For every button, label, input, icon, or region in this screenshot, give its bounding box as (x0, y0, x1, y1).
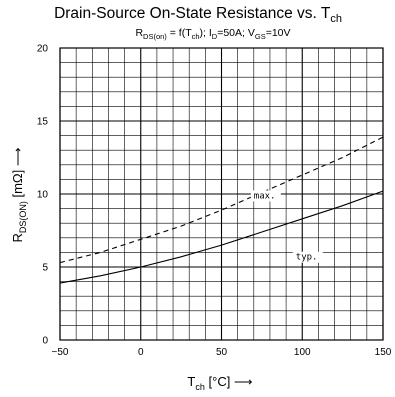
annotation-label: typ. (296, 253, 318, 263)
chart-title: Drain-Source On-State Resistance vs. Tch (54, 5, 342, 25)
series-line-max (59, 136, 384, 264)
x-tick-label: 100 (294, 347, 311, 358)
x-tick-label: 50 (216, 347, 228, 358)
y-axis-label: RDS(ON) [mΩ] ⟶ (10, 147, 28, 242)
x-tick-label: −50 (52, 347, 69, 358)
annotation-backing (250, 190, 281, 202)
x-tick-label: 0 (138, 347, 144, 358)
y-tick-label: 15 (37, 117, 49, 128)
tick-labels: −50 0 50 100 150 0 5 10 15 20 (37, 44, 392, 359)
annotation-label: max. (254, 191, 276, 201)
annotation-backing (292, 251, 323, 263)
annotations: max. typ. (250, 190, 323, 263)
y-tick-label: 0 (42, 336, 48, 347)
y-tick-label: 20 (37, 44, 49, 55)
x-tick-label: 150 (375, 347, 392, 358)
y-tick-label: 10 (37, 190, 49, 201)
plot-frame (59, 47, 384, 341)
series-layer (59, 136, 384, 284)
chart-subtitle: RDS(on) = f(Tch); ID=50A; VGS=10V (135, 27, 290, 41)
series-line-typ (59, 190, 384, 284)
y-tick-label: 5 (42, 263, 48, 274)
grid (59, 47, 384, 341)
x-axis-label: Tch [°C] ⟶ (187, 374, 252, 392)
